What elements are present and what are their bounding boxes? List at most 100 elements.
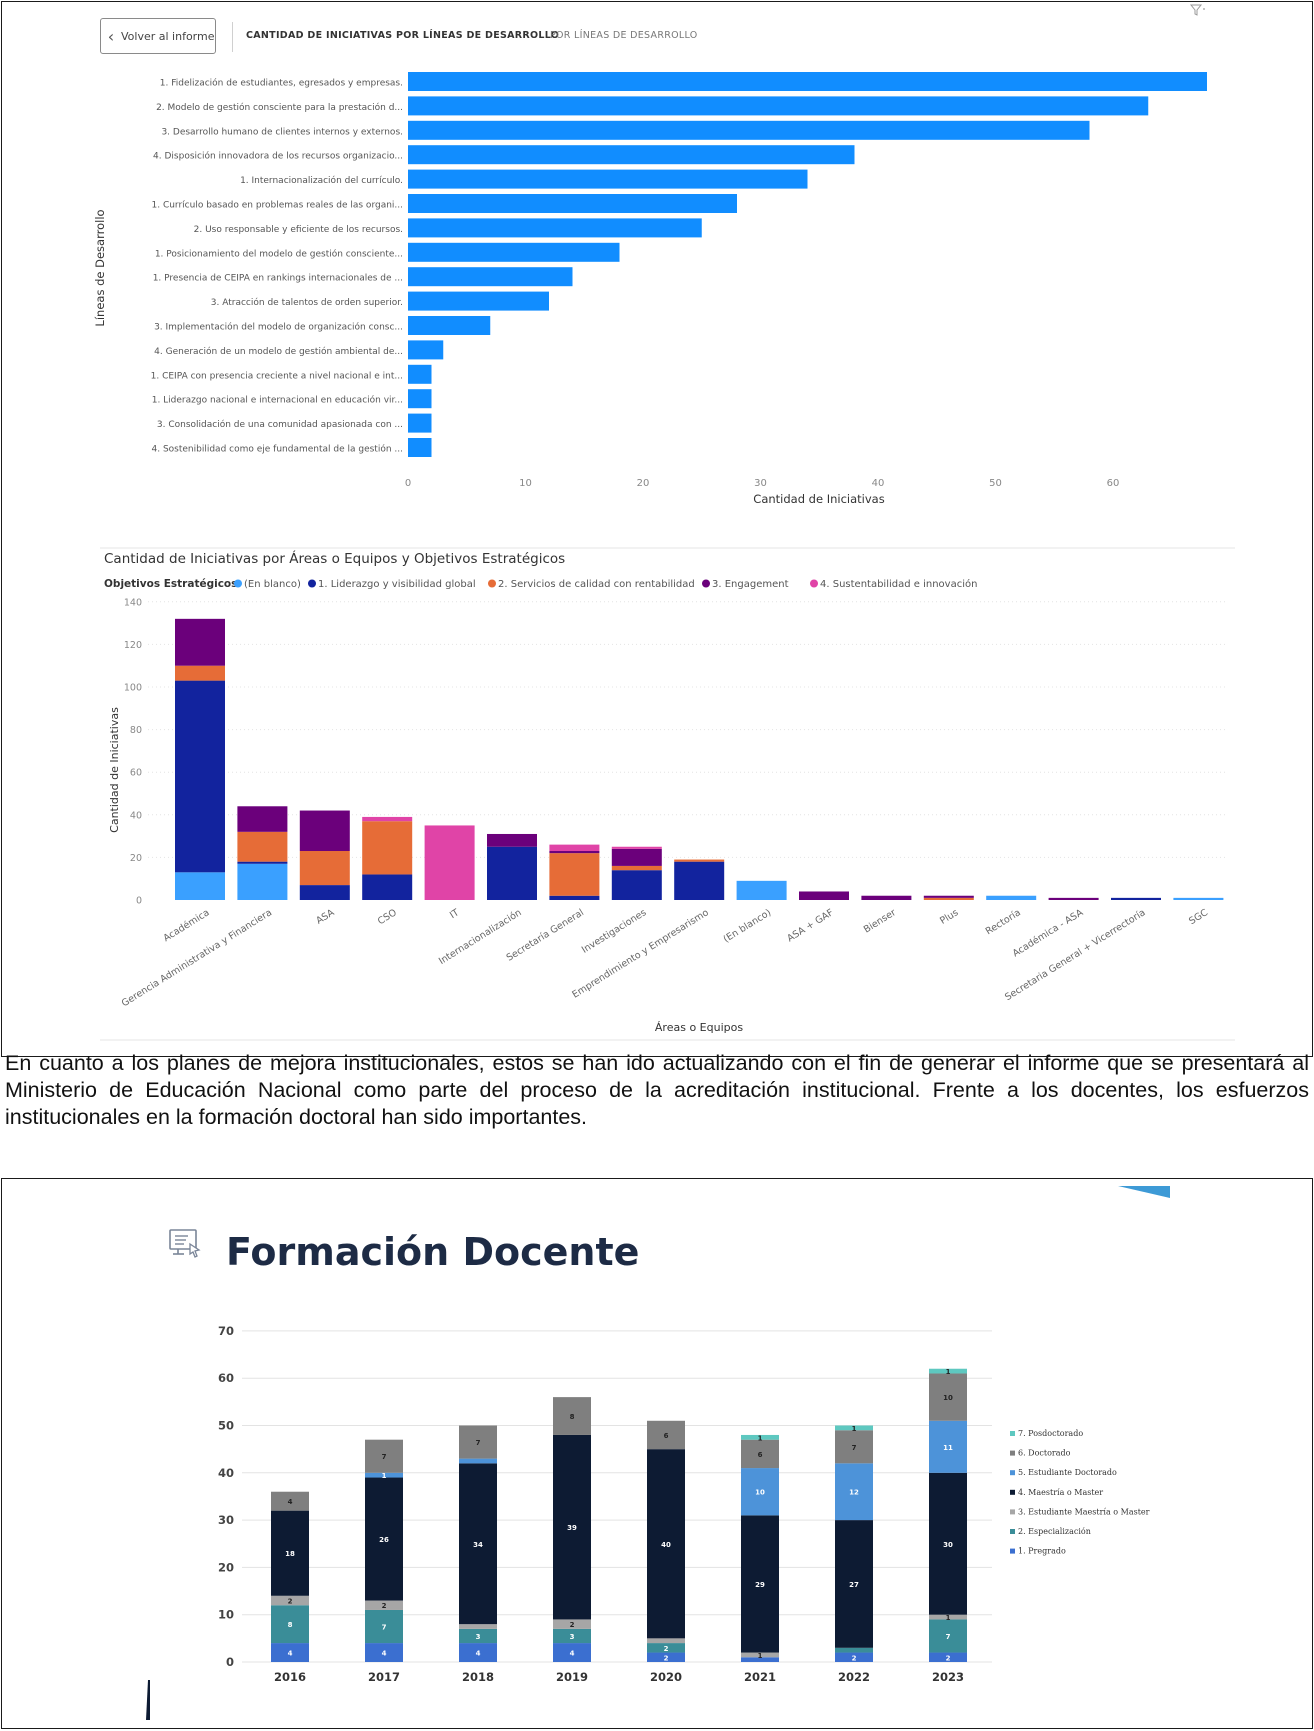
x-tick-label: 40	[872, 478, 885, 489]
body-paragraph: En cuanto a los planes de mejora institu…	[5, 1051, 1309, 1129]
bar-segment	[929, 1619, 967, 1653]
y-tick-label: 140	[124, 597, 142, 608]
category-label: 3. Consolidación de una comunidad apasio…	[157, 419, 403, 430]
bar-segment	[362, 821, 413, 875]
segment-label: 27	[849, 1581, 859, 1589]
tab-cantidad-iniciativas[interactable]: CANTIDAD DE INICIATIVAS POR LÍNEAS DE DE…	[246, 30, 560, 41]
x-tick-label: 50	[989, 478, 1002, 489]
tab-lineas-desarrollo[interactable]: POR LÍNEAS DE DESARROLLO	[550, 30, 698, 41]
bar-segment	[611, 848, 662, 866]
bar-segment	[271, 1605, 309, 1644]
legend-swatch	[1010, 1509, 1015, 1515]
y-tick-label: 120	[124, 640, 142, 651]
bar-segment	[923, 895, 974, 898]
legend-swatch	[1010, 1470, 1015, 1476]
year-label: 2022	[838, 1670, 870, 1684]
bar-segment	[459, 1458, 497, 1464]
bar-segment	[237, 863, 288, 900]
legend-item: 7. Posdoctorado	[1018, 1429, 1083, 1438]
segment-label: 3	[570, 1633, 575, 1641]
bar-segment	[799, 891, 849, 900]
x-axis-title: Cantidad de Iniciativas	[753, 492, 884, 506]
formacion-docente-title: Formación Docente	[226, 1230, 640, 1274]
y-tick-label: 10	[218, 1608, 234, 1622]
bar-11	[408, 316, 491, 335]
bar-3	[408, 120, 1090, 140]
bar-segment	[237, 806, 288, 832]
segment-label: 1	[852, 1425, 857, 1433]
bar-segment	[459, 1624, 497, 1629]
x-tick-label: 20	[637, 478, 650, 489]
segment-label: 2	[382, 1602, 387, 1610]
bar-segment	[741, 1434, 779, 1440]
bar-segment	[741, 1515, 779, 1653]
segment-label: 11	[943, 1444, 953, 1452]
bar-segment	[271, 1491, 309, 1511]
legend-item: 2. Servicios de calidad con rentabilidad	[498, 579, 695, 590]
legend-swatch	[1010, 1489, 1015, 1495]
legend-item: 6. Doctorado	[1018, 1449, 1071, 1458]
segment-label: 6	[664, 1432, 669, 1440]
y-tick-label: 60	[218, 1371, 234, 1385]
legend-item: 3. Estudiante Maestría o Master	[1018, 1507, 1150, 1516]
bar-segment	[487, 846, 537, 900]
bar-segment	[1111, 897, 1161, 900]
year-label: 2016	[274, 1670, 306, 1684]
legend-swatch	[810, 579, 818, 588]
bar-segment	[835, 1425, 873, 1431]
filter-icon[interactable]	[1189, 4, 1206, 16]
bar-segment	[459, 1463, 497, 1625]
x-tick-label: 10	[519, 478, 532, 489]
y-tick-label: 100	[124, 683, 142, 694]
back-button-label: Volver al informe	[121, 29, 215, 43]
bar-segment	[365, 1439, 403, 1473]
bar-segment	[271, 1595, 309, 1606]
legend-swatch	[1010, 1529, 1015, 1534]
bar-segment	[299, 885, 350, 900]
bar-7	[408, 218, 702, 238]
year-label: 2021	[744, 1670, 776, 1684]
segment-label: 10	[755, 1489, 765, 1497]
back-to-report-button[interactable]: ‹ Volver al informe	[100, 18, 216, 54]
bar-segment	[611, 865, 662, 871]
legend-item: (En blanco)	[244, 579, 301, 590]
chart-title: Cantidad de Iniciativas por Áreas o Equi…	[104, 550, 565, 567]
segment-label: 7	[852, 1444, 857, 1452]
y-tick-label: 0	[226, 1655, 234, 1669]
segment-label: 7	[476, 1439, 481, 1447]
bar-segment	[647, 1449, 685, 1639]
category-label: 4. Generación de un modelo de gestión am…	[154, 346, 403, 357]
bar-segment	[929, 1420, 967, 1473]
y-tick-label: 60	[130, 768, 142, 779]
legend-item: 1. Pregrado	[1018, 1547, 1066, 1556]
bar-segment	[611, 846, 662, 849]
formacion-frame	[1, 1178, 1313, 1729]
segment-label: 2	[664, 1654, 669, 1662]
segment-label: 7	[382, 1624, 387, 1632]
bar-segment	[365, 1643, 403, 1662]
legend-title: Objetivos Estratégicos	[104, 578, 237, 590]
bar-segment	[459, 1643, 497, 1662]
segment-label: 6	[758, 1451, 763, 1459]
segment-label: 8	[288, 1621, 293, 1629]
bar-segment	[835, 1647, 873, 1653]
bar-14	[408, 389, 432, 409]
legend-swatch	[234, 579, 242, 588]
legend-swatch	[1010, 1431, 1015, 1436]
bar-segment	[459, 1425, 497, 1459]
bar-10	[408, 291, 549, 311]
bar-segment	[271, 1643, 309, 1662]
bar-12	[408, 340, 444, 360]
bar-segment	[835, 1652, 873, 1662]
legend-swatch	[702, 579, 710, 588]
bar-segment	[861, 895, 912, 900]
dashboard-frame	[1, 1, 1313, 1057]
bar-segment	[299, 810, 350, 852]
bar-segment	[647, 1652, 685, 1662]
bar-segment	[362, 816, 413, 822]
bar-segment	[736, 880, 787, 900]
areas-equipos-stacked-chart: Cantidad de Iniciativas por Áreas o Equi…	[100, 547, 1235, 1041]
segment-label: 4	[476, 1650, 481, 1658]
bar-segment	[929, 1472, 967, 1615]
bar-segment	[929, 1652, 967, 1662]
